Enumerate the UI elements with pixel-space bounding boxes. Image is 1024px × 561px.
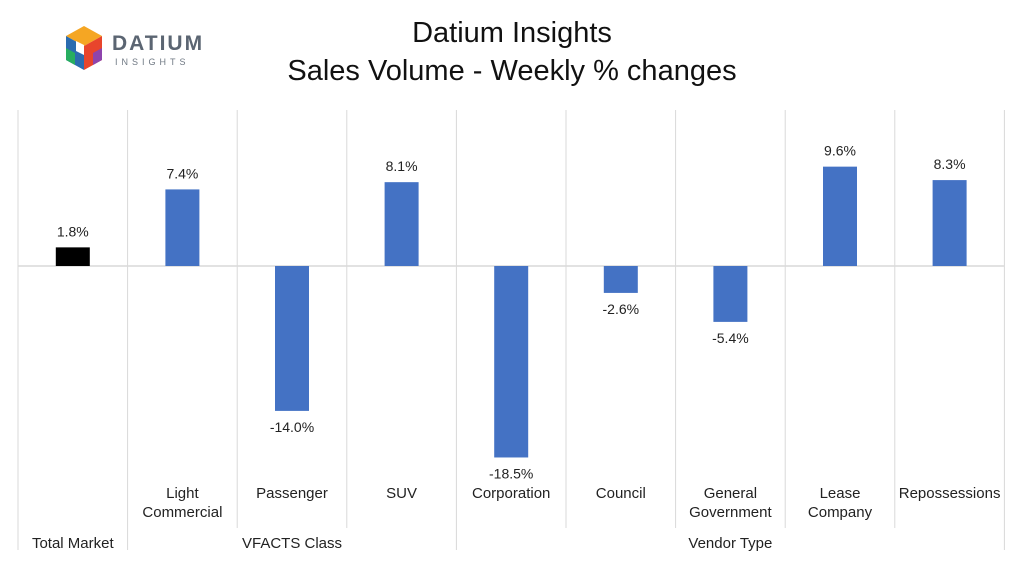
logo-wordmark: DATIUM: [112, 32, 205, 55]
category-label: General: [704, 485, 757, 502]
chart-title: Sales Volume - Weekly % changes: [287, 55, 737, 87]
category-label: Council: [596, 485, 646, 502]
bar: [823, 166, 857, 266]
data-label: 8.3%: [934, 156, 966, 172]
data-label: -5.4%: [712, 330, 749, 346]
bar: [275, 266, 309, 411]
category-label: Government: [689, 504, 772, 521]
category-label: Light: [166, 485, 199, 502]
data-label: 1.8%: [57, 223, 89, 239]
category-label: Company: [808, 504, 873, 521]
bar: [713, 266, 748, 322]
chart-header: Datium Insights Sales Volume - Weekly % …: [200, 14, 824, 90]
datium-cube-icon: [66, 26, 102, 70]
category-label: Corporation: [472, 485, 550, 502]
bar: [494, 266, 529, 458]
category-label: Lease: [820, 485, 861, 502]
group-label: VFACTS Class: [242, 535, 342, 552]
category-label: SUV: [386, 485, 417, 502]
logo-subtitle: INSIGHTS: [115, 57, 190, 67]
bar: [165, 189, 200, 266]
bar: [55, 247, 90, 266]
data-label: 8.1%: [386, 158, 418, 174]
page-title: Datium Insights: [412, 17, 612, 49]
category-label: Repossessions: [899, 485, 1001, 502]
data-label: 9.6%: [824, 143, 856, 159]
data-label: -2.6%: [603, 301, 640, 317]
group-label: Total Market: [32, 535, 115, 552]
bar: [603, 266, 638, 293]
category-label: Passenger: [256, 485, 328, 502]
datium-logo: DATIUM INSIGHTS: [62, 24, 212, 80]
bar: [384, 182, 419, 266]
category-label: Commercial: [142, 504, 222, 521]
group-label: Vendor Type: [688, 535, 772, 552]
data-label: 7.4%: [166, 165, 198, 181]
bar: [932, 180, 967, 266]
data-label: -18.5%: [489, 465, 533, 481]
data-label: -14.0%: [270, 419, 314, 435]
